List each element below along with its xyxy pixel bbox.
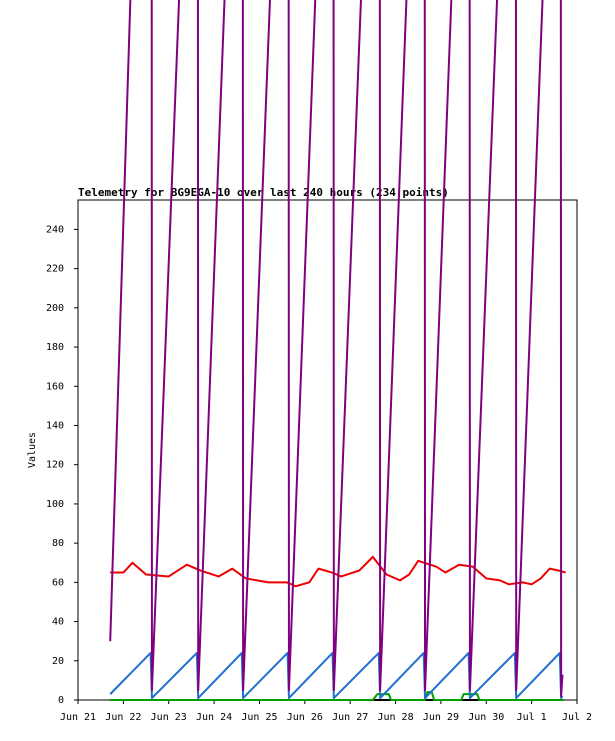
y-tick-label: 160 xyxy=(46,381,64,392)
x-tick-label: Jun 21 xyxy=(60,712,96,723)
x-tick-label: Jul 2 xyxy=(562,712,592,723)
x-tick-label: Jun 30 xyxy=(468,712,504,723)
y-axis-label: Values xyxy=(27,432,38,468)
y-tick-label: 240 xyxy=(46,224,64,235)
x-tick-label: Jul 1 xyxy=(517,712,547,723)
y-tick-label: 180 xyxy=(46,342,64,353)
x-tick-label: Jun 28 xyxy=(377,712,413,723)
y-tick-label: 20 xyxy=(52,656,64,667)
x-tick-label: Jun 29 xyxy=(423,712,459,723)
y-tick-label: 60 xyxy=(52,577,64,588)
y-tick-label: 120 xyxy=(46,460,64,471)
y-tick-label: 0 xyxy=(58,695,64,706)
x-tick-label: Jun 26 xyxy=(287,712,323,723)
x-tick-label: Jun 23 xyxy=(151,712,187,723)
y-tick-label: 220 xyxy=(46,264,64,275)
series-line xyxy=(109,651,564,700)
y-tick-label: 200 xyxy=(46,303,64,314)
y-tick-label: 80 xyxy=(52,538,64,549)
y-tick-label: 140 xyxy=(46,420,64,431)
series-line xyxy=(109,0,564,698)
x-tick-label: Jun 27 xyxy=(332,712,368,723)
y-tick-label: 40 xyxy=(52,617,64,628)
y-tick-label: 100 xyxy=(46,499,64,510)
x-tick-label: Jun 25 xyxy=(241,712,277,723)
x-tick-label: Jun 24 xyxy=(196,712,232,723)
x-tick-label: Jun 22 xyxy=(105,712,141,723)
